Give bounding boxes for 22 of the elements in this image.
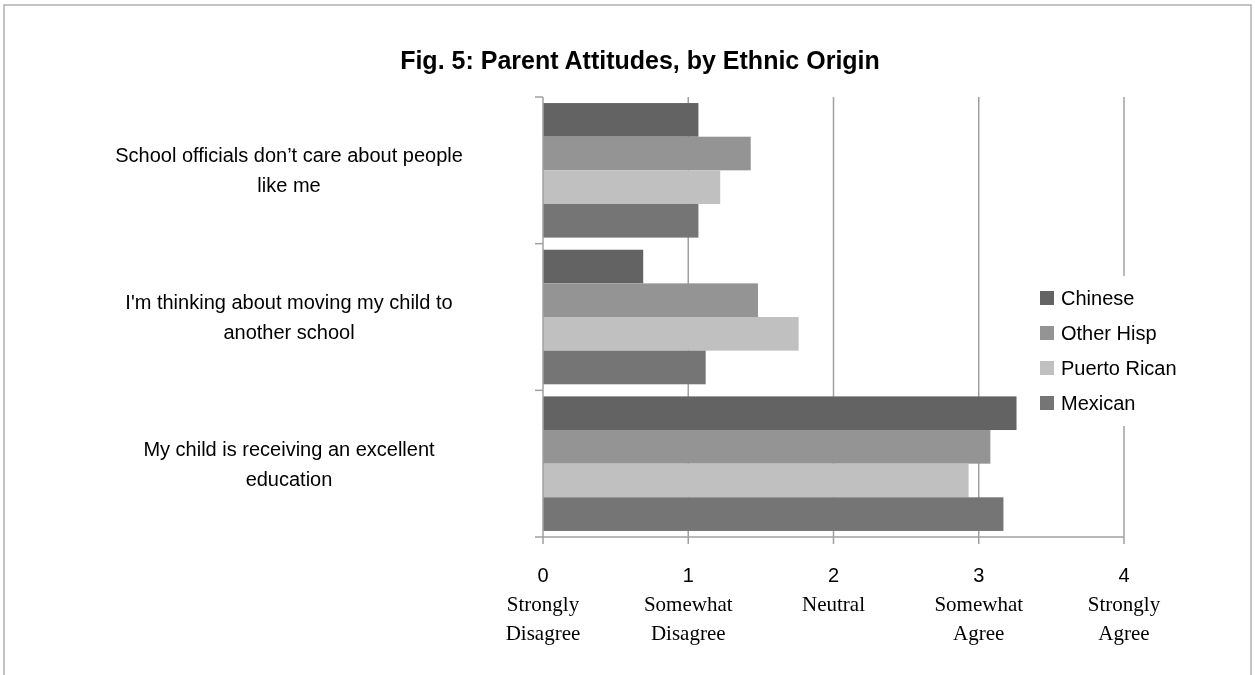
- chart-title: Fig. 5: Parent Attitudes, by Ethnic Origin: [400, 46, 880, 74]
- legend-label: Mexican: [1061, 392, 1136, 414]
- x-tick-label: 0 Strongly Disagree: [505, 564, 581, 645]
- bar: [543, 497, 1004, 531]
- x-tick-label: 2 Neutral: [802, 564, 866, 616]
- bar: [543, 317, 799, 351]
- x-tick-label: 4 Strongly Agree: [1087, 564, 1161, 645]
- bar: [543, 463, 969, 498]
- bar: [543, 396, 1017, 431]
- y-tick-label: School officials don’t care about people like me: [115, 144, 463, 197]
- y-tick-label: I'm thinking about moving my child to another school: [125, 291, 453, 343]
- x-tick-label: 1 Somewhat Disagree: [643, 564, 733, 645]
- bar: [543, 249, 644, 284]
- bar: [543, 170, 721, 204]
- legend-label: Chinese: [1061, 287, 1135, 309]
- legend-label: Puerto Rican: [1061, 357, 1177, 379]
- x-tick-label: 3 Somewhat Agree: [934, 564, 1024, 645]
- legend-label: Other Hisp: [1061, 322, 1157, 344]
- y-tick-label: My child is receiving an excellent education: [143, 437, 436, 490]
- bar: [543, 103, 699, 137]
- bar: [543, 203, 699, 238]
- bar: [543, 350, 706, 385]
